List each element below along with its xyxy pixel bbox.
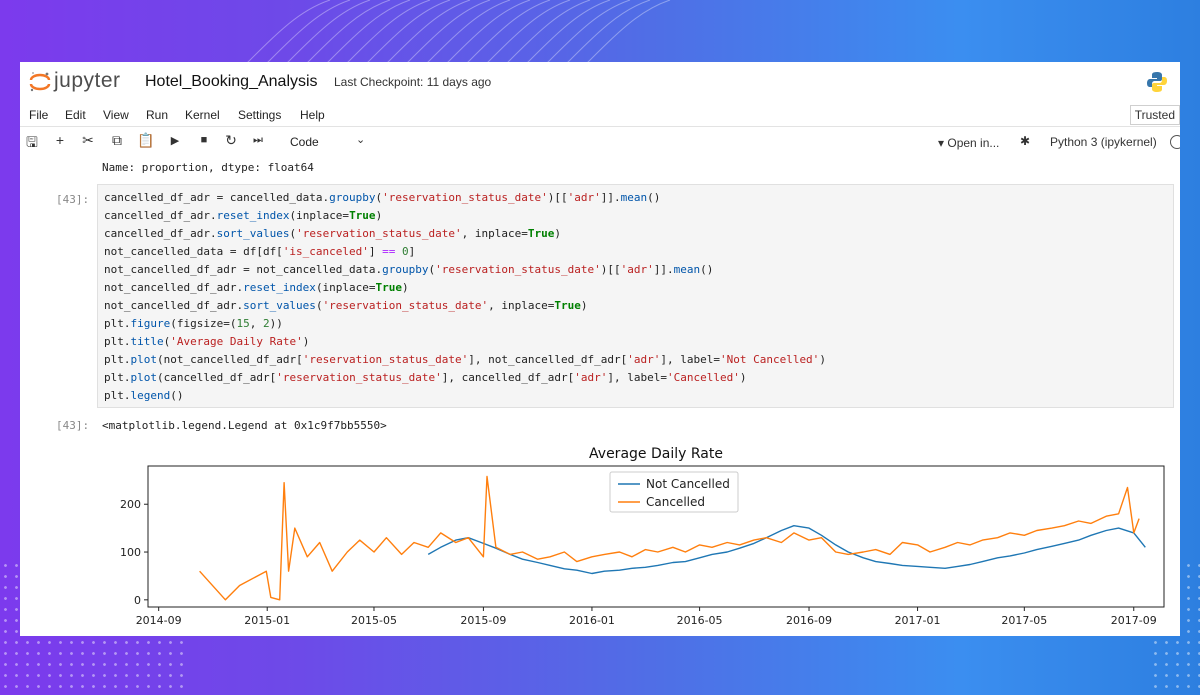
output-text: <matplotlib.legend.Legend at 0x1c9f7bb55…	[102, 419, 387, 432]
code-line: plt.figure(figsize=(15, 2))	[104, 317, 283, 330]
code-line: not_cancelled_df_adr.reset_index(inplace…	[104, 281, 409, 294]
menu-file[interactable]: File	[29, 108, 49, 122]
code-line: plt.plot(not_cancelled_df_adr['reservati…	[104, 353, 826, 366]
x-tick-label: 2015-01	[244, 614, 290, 627]
legend-label: Not Cancelled	[646, 477, 730, 491]
code-line: cancelled_df_adr.reset_index(inplace=Tru…	[104, 209, 383, 222]
x-tick-label: 2017-09	[1111, 614, 1157, 627]
menu-bar: File Edit View Run Kernel Settings Help …	[20, 104, 1180, 127]
plot-area-frame	[147, 465, 1165, 608]
notebook-toolbar: 🖫 + ✂ ⧉ 📋 ▶ ■ ↻ ⏭ Code ⌄ ▾ Open in... ✱ …	[20, 129, 1180, 157]
chart-svg: Average Daily Rate 0 100 200 2014-09 2015-01 2…	[120, 446, 1165, 627]
python-logo-icon	[1147, 72, 1167, 92]
code-line: plt.title('Average Daily Rate')	[104, 335, 310, 348]
x-tick-label: 2016-05	[677, 614, 723, 627]
paste-icon[interactable]: 📋	[137, 132, 155, 148]
legend-label: Cancelled	[646, 495, 705, 509]
menu-run[interactable]: Run	[146, 108, 169, 122]
copy-icon[interactable]: ⧉	[112, 132, 122, 148]
menu-view[interactable]: View	[103, 108, 129, 122]
code-cell-editor[interactable]: cancelled_df_adr = cancelled_data.groupb…	[97, 184, 1174, 408]
save-icon[interactable]: 🖫	[26, 134, 38, 150]
series-line-cancelled	[199, 475, 1140, 601]
trusted-indicator[interactable]: Trusted	[1129, 105, 1180, 125]
debugger-icon[interactable]: ✱	[1020, 134, 1031, 148]
x-tick-label: 2016-01	[569, 614, 615, 627]
menu-settings[interactable]: Settings	[238, 108, 282, 122]
output-prompt: [43]:	[56, 419, 90, 432]
x-tick-label: 2016-09	[786, 614, 832, 627]
checkpoint-status: Last Checkpoint: 11 days ago	[334, 75, 492, 89]
stop-icon[interactable]: ■	[200, 134, 208, 146]
title-bar: jupyter Hotel_Booking_Analysis Last Chec…	[20, 62, 1180, 102]
x-tick-label: 2017-01	[895, 614, 941, 627]
x-tick-label: 2015-09	[460, 614, 506, 627]
cut-icon[interactable]: ✂	[82, 132, 94, 148]
code-line: plt.legend()	[104, 389, 184, 402]
code-line: plt.plot(cancelled_df_adr['reservation_s…	[104, 371, 747, 384]
cell-type-select[interactable]: Code	[290, 135, 319, 149]
jupyter-logo-icon[interactable]	[28, 70, 52, 94]
restart-icon[interactable]: ↻	[225, 132, 237, 148]
code-line: cancelled_df_adr.sort_values('reservatio…	[104, 227, 562, 240]
code-line: not_cancelled_df_adr.sort_values('reserv…	[104, 299, 588, 312]
x-tick-label: 2017-05	[1001, 614, 1047, 627]
add-cell-icon[interactable]: +	[55, 132, 65, 148]
background-line-pattern	[240, 0, 671, 70]
notebook-name[interactable]: Hotel_Booking_Analysis	[145, 73, 318, 90]
average-daily-rate-chart: Average Daily Rate 0 100 200 2014-09 2015-01 2…	[90, 442, 1180, 632]
y-tick-label: 100	[120, 546, 141, 559]
code-line: not_cancelled_data = df[df['is_canceled'…	[104, 245, 416, 258]
menu-kernel[interactable]: Kernel	[185, 108, 220, 122]
fast-forward-icon[interactable]: ⏭	[253, 134, 263, 146]
jupyter-brand: jupyter	[54, 69, 121, 92]
menu-help[interactable]: Help	[300, 108, 325, 122]
chevron-down-icon[interactable]: ⌄	[356, 134, 366, 146]
menu-edit[interactable]: Edit	[65, 108, 86, 122]
chart-title: Average Daily Rate	[589, 446, 723, 462]
series-line-not-cancelled	[427, 524, 1146, 575]
code-line: not_cancelled_df_adr = not_cancelled_dat…	[104, 263, 714, 276]
x-tick-label: 2014-09	[136, 614, 182, 627]
open-in-menu[interactable]: ▾ Open in...	[938, 136, 1000, 150]
kernel-name[interactable]: Python 3 (ipykernel)	[1050, 135, 1157, 149]
kernel-status-icon	[1170, 135, 1180, 149]
run-icon[interactable]: ▶	[170, 135, 180, 147]
jupyter-window: jupyter Hotel_Booking_Analysis Last Chec…	[20, 62, 1180, 636]
code-line: cancelled_df_adr = cancelled_data.groupb…	[104, 191, 661, 204]
previous-output-text: Name: proportion, dtype: float64	[102, 161, 314, 174]
y-tick-label: 0	[134, 594, 141, 607]
legend-box	[609, 471, 739, 513]
input-prompt: [43]:	[56, 193, 90, 206]
y-tick-label: 200	[120, 498, 141, 511]
x-tick-label: 2015-05	[351, 614, 397, 627]
